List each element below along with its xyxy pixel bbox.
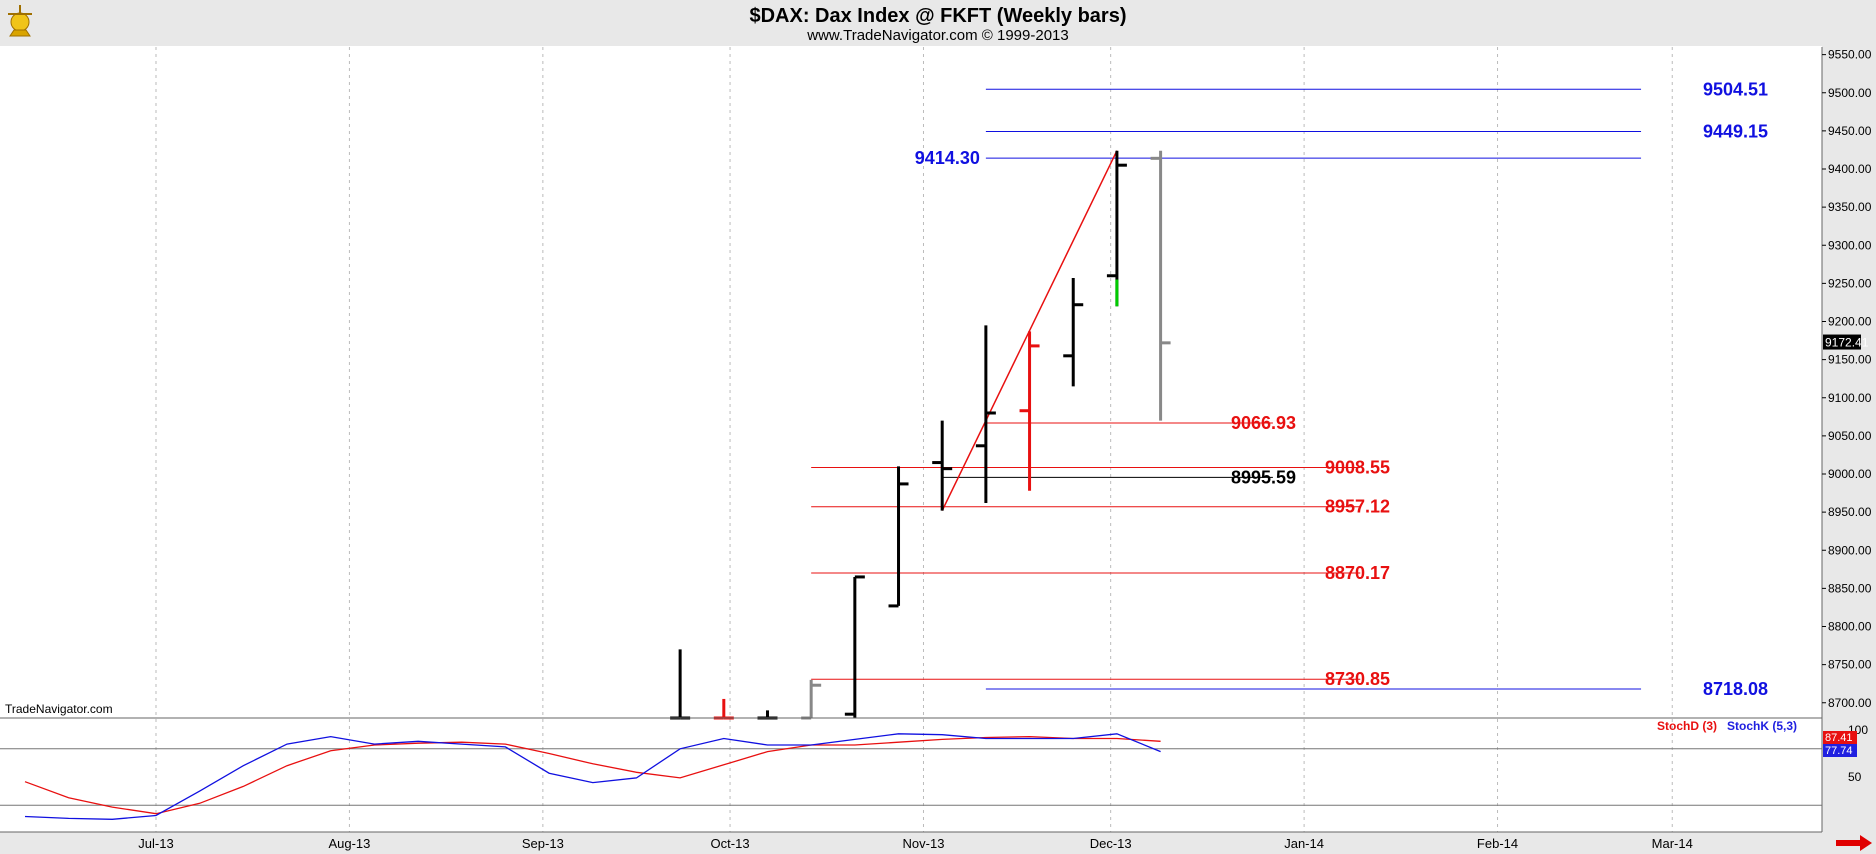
- ohlc-bar: [1106, 150, 1127, 307]
- level-label: 8870.17: [1325, 563, 1390, 583]
- stoch-y-tick-label: 50: [1848, 770, 1862, 784]
- x-tick-label: Oct-13: [711, 836, 750, 851]
- chart-subtitle: www.TradeNavigator.com © 1999-2013: [806, 27, 1068, 44]
- level-label: 8718.08: [1703, 679, 1768, 699]
- last-price-label: 9172.41: [1825, 336, 1869, 350]
- legend-stochk: StochK (5,3): [1727, 719, 1797, 733]
- last-price-badge: [1823, 334, 1861, 350]
- stochk-line: [24, 733, 1161, 820]
- y-tick-label: 9250.00: [1828, 276, 1872, 290]
- stochk-value-badge: [1823, 744, 1857, 757]
- level-label: 8995.59: [1231, 467, 1296, 487]
- price-levels: 9504.51 9449.15 9414.30 9066.93 9008.55 8995.…: [811, 79, 1768, 699]
- x-tick-label: Feb-14: [1477, 836, 1518, 851]
- stochd-value-badge: [1823, 731, 1857, 744]
- chart-title: $DAX: Dax Index @ FKFT (Weekly bars): [749, 5, 1126, 27]
- y-tick-label: 9100.00: [1828, 391, 1872, 405]
- level-label: 8957.12: [1325, 497, 1390, 517]
- y-tick-label: 8750.00: [1828, 658, 1872, 672]
- x-tick-label: Aug-13: [328, 836, 370, 851]
- y-tick-label: 8700.00: [1828, 696, 1872, 710]
- legend-stochd: StochD (3): [1657, 719, 1717, 733]
- ohlc-bar: [888, 466, 909, 608]
- ohlc-bar: [1150, 150, 1171, 421]
- y-tick-label: 8950.00: [1828, 505, 1872, 519]
- trade-navigator-logo-icon: [8, 5, 32, 37]
- y-tick-label: 9550.00: [1828, 48, 1872, 62]
- x-tick-label: Mar-14: [1652, 836, 1693, 851]
- level-label: 9414.30: [915, 148, 980, 168]
- ohlc-bar: [1019, 331, 1040, 491]
- level-label: 9066.93: [1231, 413, 1296, 433]
- ohlc-bar: [975, 325, 996, 503]
- y-tick-label: 9500.00: [1828, 86, 1872, 100]
- vertical-grid: [155, 47, 1673, 832]
- y-tick-label: 9050.00: [1828, 429, 1872, 443]
- level-label: 8730.85: [1325, 669, 1390, 689]
- stochd-value: 87.41: [1825, 732, 1853, 744]
- axes: Jul-13 Aug-13 Sep-13 Oct-13 Nov-13 Dec-13 Jan-…: [0, 47, 1872, 851]
- x-tick-label: Dec-13: [1090, 836, 1132, 851]
- y-tick-label: 9150.00: [1828, 353, 1872, 367]
- ohlc-bars: [670, 150, 1171, 720]
- y-tick-label: 8850.00: [1828, 581, 1872, 595]
- scroll-right-arrow-icon[interactable]: [1836, 835, 1872, 851]
- stochk-value: 77.74: [1825, 745, 1853, 757]
- stochd-line: [24, 735, 1161, 815]
- ohlc-bar: [932, 420, 953, 511]
- watermark-text: TradeNavigator.com: [5, 702, 113, 716]
- level-label: 9449.15: [1703, 122, 1768, 142]
- title-bar-bg: [0, 0, 1876, 46]
- y-tick-label: 9200.00: [1828, 315, 1872, 329]
- x-tick-label: Nov-13: [903, 836, 945, 851]
- date-axis-bg: [0, 832, 1876, 854]
- level-label: 9008.55: [1325, 457, 1390, 477]
- y-tick-label: 9350.00: [1828, 200, 1872, 214]
- ohlc-bar: [1063, 278, 1084, 387]
- x-tick-label: Sep-13: [522, 836, 564, 851]
- y-tick-label: 9000.00: [1828, 467, 1872, 481]
- price-axis-bg: [1822, 46, 1876, 854]
- y-tick-label: 9400.00: [1828, 162, 1872, 176]
- header: $DAX: Dax Index @ FKFT (Weekly bars) www…: [5, 5, 1127, 716]
- y-tick-label: 9450.00: [1828, 124, 1872, 138]
- x-tick-label: Jul-13: [138, 836, 173, 851]
- level-label: 9504.51: [1703, 79, 1768, 99]
- trend-line: [941, 150, 1118, 511]
- y-tick-label: 8900.00: [1828, 543, 1872, 557]
- y-tick-label: 8800.00: [1828, 620, 1872, 634]
- ohlc-bar: [844, 575, 865, 718]
- x-tick-label: Jan-14: [1284, 836, 1324, 851]
- y-tick-label: 9300.00: [1828, 238, 1872, 252]
